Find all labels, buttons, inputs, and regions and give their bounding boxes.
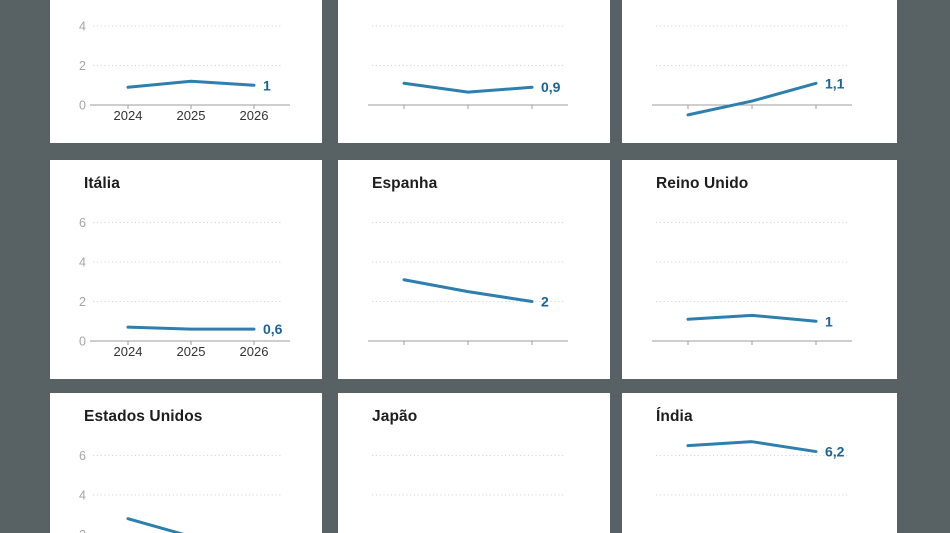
svg-text:0,6: 0,6: [263, 321, 283, 337]
svg-text:0: 0: [79, 335, 86, 349]
svg-text:2025: 2025: [177, 344, 206, 359]
svg-text:2: 2: [79, 59, 86, 73]
svg-text:4: 4: [79, 489, 86, 503]
chart-panel-india: Índia 6,2: [622, 393, 897, 533]
svg-text:2026: 2026: [240, 344, 269, 359]
svg-text:1: 1: [825, 313, 833, 329]
chart-panel-title: Reino Unido: [656, 175, 749, 192]
chart-panel-title: Itália: [84, 175, 120, 192]
svg-text:6: 6: [79, 216, 86, 230]
line-chart: 1,1: [652, 25, 852, 117]
chart-panel-reino-unido: Reino Unido 1: [622, 160, 897, 379]
line-chart: 0,9: [368, 25, 568, 109]
chart-panel-italia: Itália 0 2 4 6 2024 2025 2026 0,6: [50, 160, 322, 379]
line-chart: 1: [652, 221, 852, 345]
chart-panel-title: Japão: [372, 408, 418, 425]
chart-panel-title: Índia: [656, 408, 693, 425]
chart-panel-japao: Japão: [338, 393, 610, 533]
svg-text:2024: 2024: [114, 344, 143, 359]
svg-text:2: 2: [79, 295, 86, 309]
svg-text:0,9: 0,9: [541, 79, 561, 95]
line-chart: 02462024202520261: [79, 20, 290, 123]
svg-text:6: 6: [79, 449, 86, 463]
svg-text:1: 1: [263, 77, 271, 93]
line-chart: 6,2: [656, 440, 848, 496]
chart-panel-top-right: 1,1: [622, 0, 897, 143]
svg-text:1,1: 1,1: [825, 75, 845, 91]
svg-text:2: 2: [79, 528, 86, 533]
svg-text:6,2: 6,2: [825, 444, 845, 460]
svg-text:2026: 2026: [240, 108, 269, 123]
svg-text:2024: 2024: [114, 108, 143, 123]
chart-panel-title: Espanha: [372, 175, 438, 192]
svg-text:4: 4: [79, 256, 86, 270]
line-chart: 2: [368, 221, 568, 345]
chart-panel-top-left: 02462024202520261: [50, 0, 322, 143]
line-chart: 0 2 4 6 2024 2025 2026 0,6: [79, 216, 290, 359]
svg-text:0: 0: [79, 99, 86, 113]
svg-text:4: 4: [79, 20, 86, 34]
chart-panel-title: Estados Unidos: [84, 408, 203, 425]
line-chart: [372, 454, 564, 496]
svg-text:2025: 2025: [177, 108, 206, 123]
chart-panel-espanha: Espanha 2: [338, 160, 610, 379]
chart-panel-top-middle: 0,9: [338, 0, 610, 143]
svg-text:2: 2: [541, 294, 549, 310]
